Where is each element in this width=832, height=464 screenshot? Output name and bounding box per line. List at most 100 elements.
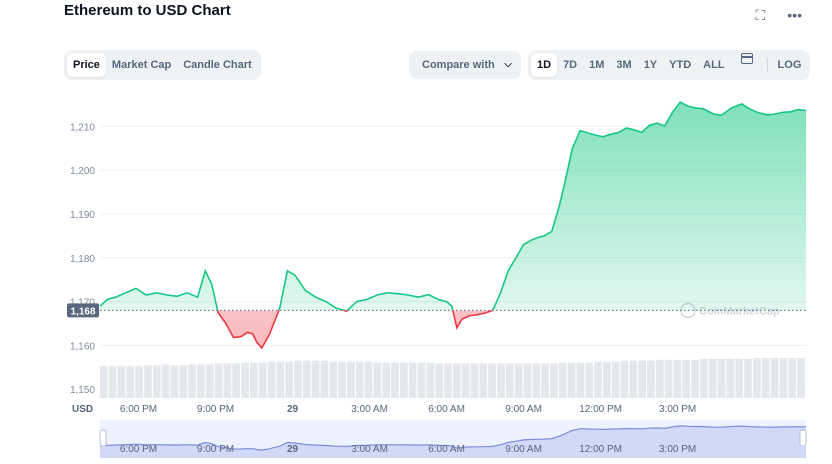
navigator-x-label: 9:00 AM bbox=[505, 444, 542, 455]
y-tick-label: 1,190 bbox=[70, 210, 95, 221]
volume-bar bbox=[717, 358, 726, 398]
calendar-button[interactable] bbox=[731, 53, 763, 77]
volume-bar bbox=[152, 365, 161, 398]
volume-bar bbox=[108, 366, 117, 398]
navigator-handle-right[interactable] bbox=[799, 429, 807, 447]
expand-icon[interactable]: ⛶ bbox=[755, 7, 766, 23]
volume-bar bbox=[302, 360, 311, 398]
volume-bar bbox=[100, 366, 108, 398]
watermark: CoinMarketCap bbox=[680, 302, 780, 319]
y-tick-label: 1,170 bbox=[70, 298, 95, 309]
volume-bar bbox=[382, 362, 391, 398]
volume-bar bbox=[735, 358, 744, 398]
coinmarketcap-logo-icon bbox=[680, 302, 696, 319]
volume-bar bbox=[603, 361, 611, 398]
volume-bar bbox=[655, 359, 664, 398]
y-tick-label: 1,150 bbox=[70, 385, 95, 396]
volume-bar bbox=[355, 361, 364, 398]
volume-bar bbox=[364, 361, 373, 398]
more-dots-icon[interactable]: ••• bbox=[787, 7, 802, 23]
currency-label: USD bbox=[72, 404, 93, 415]
navigator-handle-left[interactable] bbox=[99, 429, 107, 447]
range-3m[interactable]: 3M bbox=[616, 59, 632, 71]
volume-bar bbox=[258, 362, 267, 398]
navigator-x-label: 29 bbox=[287, 444, 299, 455]
range-7d[interactable]: 7D bbox=[563, 59, 578, 71]
y-tick-label: 1,210 bbox=[70, 122, 95, 133]
price-area-down bbox=[100, 310, 806, 348]
tab-price[interactable]: Price bbox=[67, 53, 106, 77]
volume-bar bbox=[408, 362, 417, 398]
volume-bar bbox=[761, 358, 770, 398]
x-tick-label: 6:00 PM bbox=[120, 404, 157, 415]
volume-bar bbox=[567, 362, 576, 398]
volume-bar bbox=[708, 358, 717, 398]
volume-bar bbox=[126, 366, 135, 398]
volume-bar bbox=[391, 362, 399, 398]
log-toggle[interactable]: LOG bbox=[777, 59, 802, 71]
navigator-x-label: 3:00 AM bbox=[351, 444, 388, 455]
chevron-down-icon: ⌵ bbox=[504, 59, 512, 70]
volume-bar bbox=[673, 359, 682, 398]
volume-bar bbox=[170, 365, 179, 398]
navigator-x-label: 12:00 PM bbox=[579, 444, 622, 455]
x-tick-label: 29 bbox=[287, 404, 299, 415]
volume-bar bbox=[682, 359, 691, 398]
volume-bar bbox=[691, 359, 699, 398]
range-ytd[interactable]: YTD bbox=[669, 59, 692, 71]
price-line-down bbox=[216, 310, 494, 350]
volume-bar bbox=[541, 363, 549, 398]
tab-market-cap[interactable]: Market Cap bbox=[111, 59, 172, 71]
volume-bar bbox=[135, 366, 143, 398]
volume-bar bbox=[479, 363, 488, 398]
price-area-up bbox=[100, 102, 806, 311]
volume-bar bbox=[514, 363, 523, 398]
volume-bar bbox=[770, 358, 779, 398]
volume-bar bbox=[161, 364, 170, 398]
reference-price-badge bbox=[67, 303, 99, 318]
x-tick-label: 3:00 AM bbox=[351, 404, 388, 415]
volume-bar bbox=[611, 361, 620, 398]
volume-bar bbox=[470, 363, 479, 398]
volume-bar bbox=[197, 364, 205, 398]
navigator-x-label: 6:00 AM bbox=[428, 444, 465, 455]
range-all[interactable]: ALL bbox=[703, 59, 725, 71]
volume-bar bbox=[285, 361, 293, 398]
volume-bar bbox=[726, 358, 735, 398]
range-1y[interactable]: 1Y bbox=[643, 59, 658, 71]
x-tick-label: 9:00 AM bbox=[505, 404, 542, 415]
volume-bar bbox=[576, 362, 585, 398]
range-selector: 1D 7D 1M 3M 1Y YTD ALL LOG bbox=[528, 50, 811, 80]
volume-bar bbox=[214, 363, 223, 398]
volume-bar bbox=[417, 362, 426, 398]
volume-bar bbox=[294, 360, 302, 398]
watermark-text: CoinMarketCap bbox=[699, 305, 780, 317]
volume-bar bbox=[620, 360, 629, 398]
y-tick-label: 1,200 bbox=[70, 166, 95, 177]
volume-bar bbox=[144, 365, 152, 398]
volume-bar bbox=[117, 366, 126, 398]
volume-bar bbox=[638, 360, 646, 398]
range-1d[interactable]: 1D bbox=[531, 53, 558, 77]
navigator-x-label: 3:00 PM bbox=[659, 444, 696, 455]
volume-bar bbox=[232, 363, 240, 398]
volume-bar bbox=[241, 362, 249, 398]
x-tick-label: 12:00 PM bbox=[579, 404, 622, 415]
range-1m[interactable]: 1M bbox=[589, 59, 605, 71]
volume-bar bbox=[400, 362, 408, 398]
volume-bar bbox=[276, 361, 285, 398]
volume-bar bbox=[338, 361, 346, 398]
x-tick-label: 6:00 AM bbox=[428, 404, 465, 415]
compare-with-dropdown[interactable]: Compare with ⌵ bbox=[409, 51, 521, 79]
volume-bar bbox=[426, 362, 435, 398]
tab-candle-chart[interactable]: Candle Chart bbox=[183, 59, 252, 71]
volume-bar bbox=[435, 363, 443, 398]
volume-bar bbox=[585, 362, 593, 398]
volume-bar bbox=[779, 358, 788, 398]
navigator-x-label: 6:00 PM bbox=[120, 444, 157, 455]
volume-bar bbox=[505, 363, 514, 398]
volume-bar bbox=[461, 363, 470, 398]
range-divider bbox=[766, 58, 768, 72]
volume-bar bbox=[797, 358, 805, 398]
